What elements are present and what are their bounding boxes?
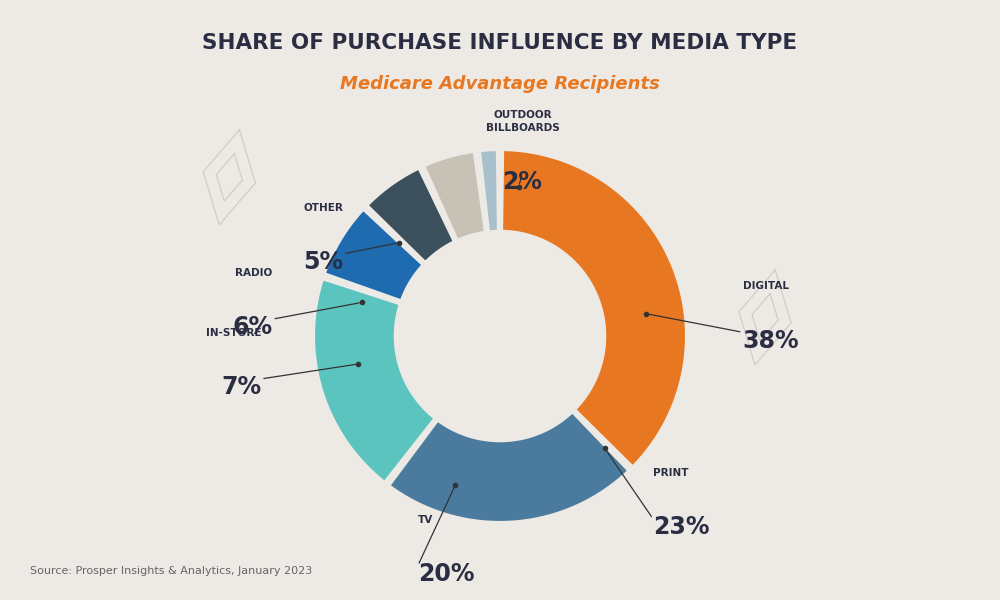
Text: 2%: 2% — [502, 170, 542, 194]
Text: IN-STORE: IN-STORE — [206, 328, 261, 338]
Polygon shape — [389, 412, 629, 523]
Text: PRINT: PRINT — [653, 468, 689, 478]
Text: OTHER: OTHER — [303, 203, 343, 213]
Polygon shape — [367, 168, 455, 263]
Text: 5%: 5% — [303, 250, 343, 274]
Text: OUTDOOR
BILLBOARDS: OUTDOOR BILLBOARDS — [486, 110, 559, 133]
Polygon shape — [423, 151, 486, 241]
Text: RADIO: RADIO — [235, 268, 272, 278]
Text: Medicare Advantage Recipients: Medicare Advantage Recipients — [340, 75, 660, 93]
Text: 7%: 7% — [221, 375, 261, 399]
Polygon shape — [501, 149, 687, 467]
Text: 38%: 38% — [743, 329, 799, 353]
Text: DIGITAL: DIGITAL — [743, 281, 789, 291]
Text: SHARE OF PURCHASE INFLUENCE BY MEDIA TYPE: SHARE OF PURCHASE INFLUENCE BY MEDIA TYP… — [202, 33, 798, 53]
Polygon shape — [324, 209, 423, 301]
Text: 20%: 20% — [418, 562, 474, 586]
Polygon shape — [479, 149, 499, 232]
Text: TV: TV — [418, 515, 433, 524]
Circle shape — [397, 233, 603, 439]
Text: 6%: 6% — [232, 316, 272, 340]
Text: Source: Prosper Insights & Analytics, January 2023: Source: Prosper Insights & Analytics, Ja… — [30, 566, 312, 576]
Text: 23%: 23% — [653, 515, 710, 539]
Polygon shape — [313, 278, 435, 483]
